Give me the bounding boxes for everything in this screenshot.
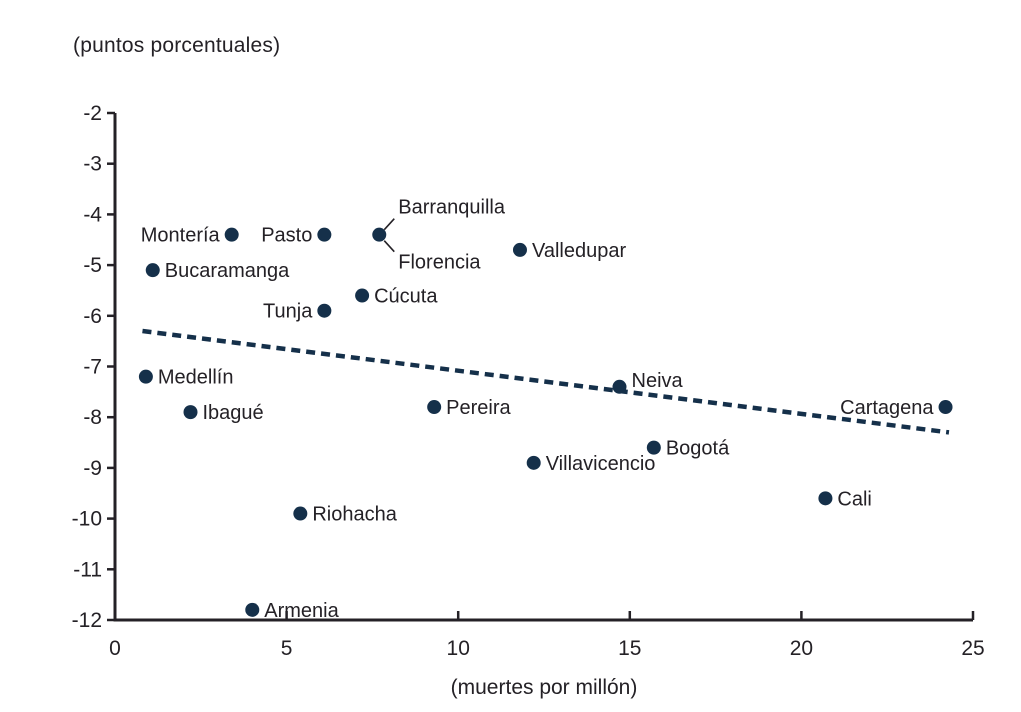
- data-point-cartagena: [938, 400, 953, 415]
- x-tick-label: 5: [281, 637, 293, 660]
- point-label-cali: Cali: [837, 488, 871, 510]
- x-tick-label: 25: [961, 637, 984, 660]
- label-leader-line: [383, 218, 395, 231]
- point-label-neiva: Neiva: [632, 370, 684, 392]
- data-point-armenia: [245, 602, 260, 617]
- y-tick-label: -9: [83, 457, 102, 480]
- x-tick-label: 15: [618, 637, 641, 660]
- data-point-ibague: [183, 405, 198, 420]
- y-tick-label: -7: [83, 356, 102, 379]
- trend-line: [142, 328, 950, 435]
- data-point-barranquilla: [372, 227, 387, 242]
- y-axis-units-title: (puntos porcentuales): [73, 34, 281, 57]
- data-point-neiva: [612, 379, 627, 394]
- point-label-ibague: Ibagué: [203, 402, 264, 424]
- y-tick-label: -10: [72, 508, 102, 531]
- x-tick-label: 0: [109, 637, 121, 660]
- data-point-valledupar: [512, 242, 527, 257]
- y-tick-label: -5: [83, 254, 102, 277]
- point-label-valledupar: Valledupar: [532, 240, 626, 262]
- y-tick-label: -6: [83, 305, 102, 328]
- data-point-villavicencio: [526, 455, 541, 470]
- data-point-bogota: [646, 440, 661, 455]
- x-tick-label: 20: [790, 637, 813, 660]
- point-label-villavicencio: Villavicencio: [546, 453, 656, 475]
- x-axis-title: (muertes por millón): [450, 676, 638, 699]
- point-label-pasto: Pasto: [261, 225, 312, 247]
- point-label-riohacha: Riohacha: [312, 504, 397, 526]
- point-label-bogota: Bogotá: [666, 438, 730, 460]
- label-leader-line: [383, 240, 395, 253]
- data-point-bucaramanga: [145, 263, 160, 278]
- data-point-cucuta: [355, 288, 370, 303]
- point-label-bucaramanga: Bucaramanga: [165, 260, 290, 282]
- data-point-pasto: [317, 227, 332, 242]
- data-point-cali: [818, 491, 833, 506]
- point-label-pereira: Pereira: [446, 397, 511, 419]
- point-label-cucuta: Cúcuta: [374, 286, 438, 308]
- x-tick-label: 10: [447, 637, 470, 660]
- data-point-medellin: [138, 369, 153, 384]
- y-tick-label: -11: [73, 558, 102, 581]
- y-tick-label: -4: [83, 203, 102, 226]
- point-label-cartagena: Cartagena: [840, 397, 934, 419]
- data-point-riohacha: [293, 506, 308, 521]
- data-point-monteria: [224, 227, 239, 242]
- point-label-florencia: Florencia: [398, 252, 481, 274]
- point-label-medellin: Medellín: [158, 367, 234, 389]
- y-tick-label: -12: [72, 609, 102, 632]
- y-tick-label: -8: [83, 406, 102, 429]
- point-label-armenia: Armenia: [264, 600, 339, 622]
- point-label-tunja: Tunja: [263, 301, 313, 323]
- data-point-pereira: [427, 400, 442, 415]
- point-label-barranquilla: Barranquilla: [398, 197, 506, 219]
- data-point-tunja: [317, 303, 332, 318]
- y-tick-label: -3: [83, 153, 102, 176]
- point-label-monteria: Montería: [141, 225, 221, 247]
- y-tick-label: -2: [83, 102, 102, 125]
